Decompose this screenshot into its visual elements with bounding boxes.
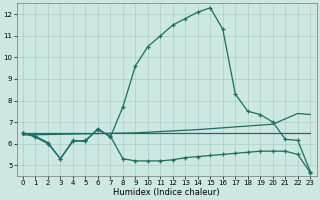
X-axis label: Humidex (Indice chaleur): Humidex (Indice chaleur) (113, 188, 220, 197)
